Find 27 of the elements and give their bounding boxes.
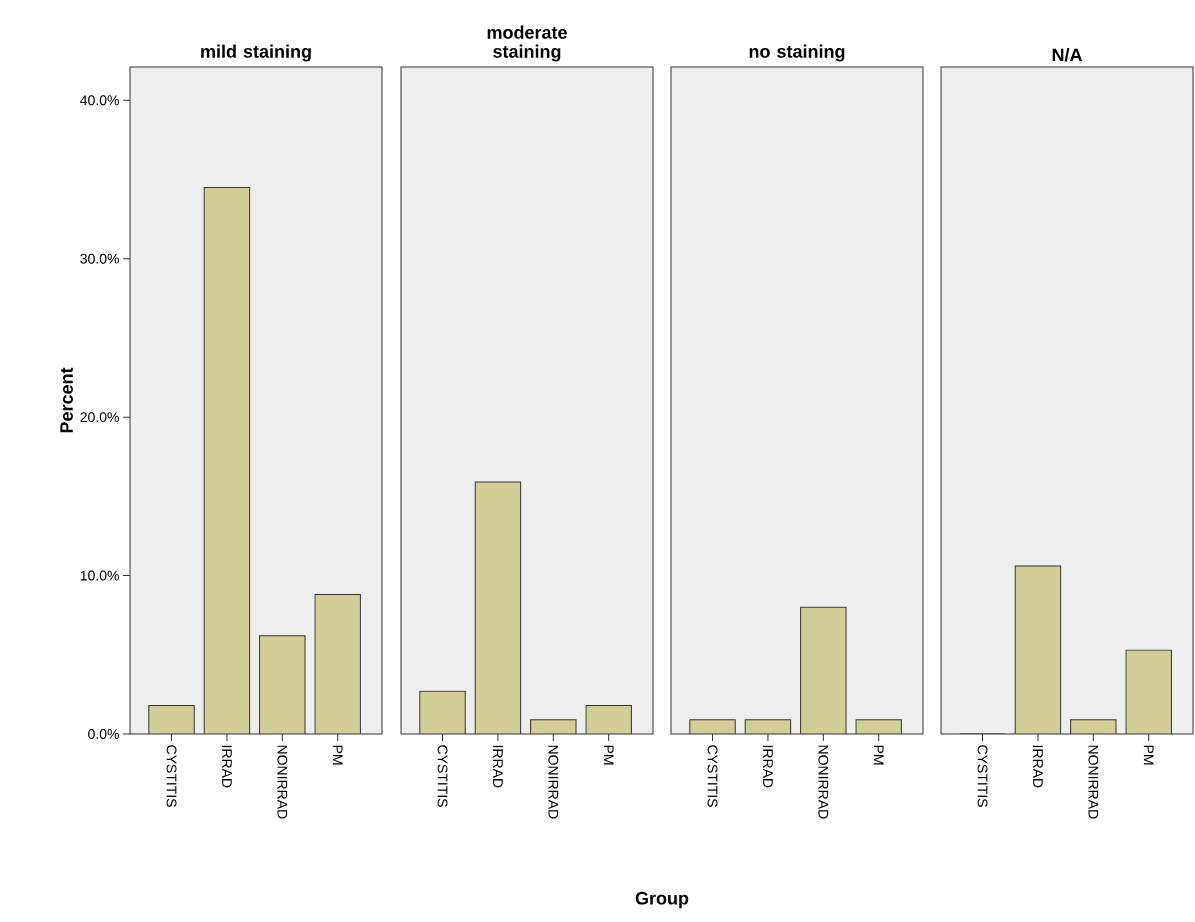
y-tick-label: 40.0% <box>80 95 119 106</box>
y-tick-label: 30.0% <box>80 253 119 264</box>
x-tick-label: PM <box>873 745 884 765</box>
y-tick-label: 20.0% <box>80 412 119 423</box>
chart-title: no staining <box>749 44 845 62</box>
chart-title: moderate staining <box>487 25 567 62</box>
x-tick-label: PM <box>603 745 614 765</box>
x-tick-label: IRRAD <box>763 745 773 788</box>
chart-title: mild staining <box>201 44 311 62</box>
x-tick-label: CYSTITIS <box>977 745 988 807</box>
y-tick-label: 0.0% <box>88 729 119 739</box>
x-axis-title: Group <box>635 891 689 909</box>
y-axis-title: Percent <box>60 367 73 433</box>
x-tick-label: IRRAD <box>1033 745 1043 788</box>
x-tick-label: IRRAD <box>493 745 503 788</box>
x-tick-label: PM <box>1143 745 1154 765</box>
x-tick-label: CYSTITIS <box>707 745 718 807</box>
x-tick-label: PM <box>332 745 343 765</box>
x-tick-label: IRRAD <box>222 745 232 788</box>
x-tick-label: NONIRRAD <box>1088 745 1099 819</box>
y-tick-label: 10.0% <box>80 570 119 581</box>
x-tick-label: NONIRRAD <box>277 745 288 819</box>
chart-title: N/A <box>1052 48 1083 62</box>
x-tick-label: CYSTITIS <box>166 745 177 807</box>
x-tick-label: CYSTITIS <box>437 745 448 807</box>
x-tick-label: NONIRRAD <box>818 745 829 819</box>
x-tick-label: NONIRRAD <box>548 745 559 819</box>
